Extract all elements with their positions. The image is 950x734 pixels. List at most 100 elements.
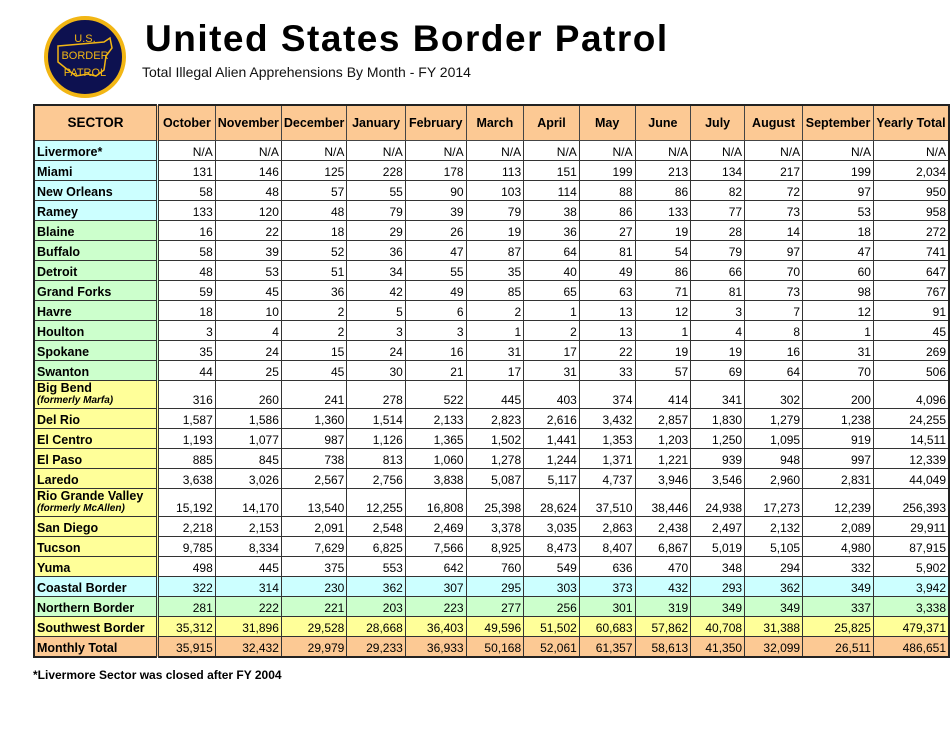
table-row: El Centro 1,193 1,077 987 1,126 1,365 1,502 1,4… xyxy=(33,428,950,449)
value-cell: 332 xyxy=(802,556,874,577)
value-cell: 256 xyxy=(523,596,580,617)
table-row: Big Bend (formerly Marfa) 316 260 241 278 522 4… xyxy=(33,380,950,409)
table-header-row: SECTOR October November December January Febr… xyxy=(33,104,950,141)
value-cell: 939 xyxy=(690,448,746,469)
value-cell: 64 xyxy=(744,360,804,381)
value-cell: 295 xyxy=(465,576,525,597)
value-cell: 31 xyxy=(523,360,580,381)
sector-name: Del Rio xyxy=(33,408,160,429)
sector-name: Monthly Total xyxy=(33,636,160,658)
value-cell: N/A xyxy=(634,140,692,161)
value-cell: 70 xyxy=(744,260,804,281)
border-patrol-logo: U.S. BORDER PATROL xyxy=(44,16,126,98)
value-cell: 498 xyxy=(157,556,216,577)
value-cell: 1 xyxy=(523,300,580,321)
sector-label: Yuma xyxy=(37,561,71,575)
svg-text:BORDER: BORDER xyxy=(61,50,108,62)
value-cell: 85 xyxy=(465,280,525,301)
value-cell: 294 xyxy=(744,556,804,577)
value-cell: 1,126 xyxy=(346,428,406,449)
value-cell: 65 xyxy=(523,280,580,301)
sector-label: Monthly Total xyxy=(37,641,118,655)
value-cell: 4 xyxy=(690,320,746,341)
value-cell: 3,942 xyxy=(872,576,950,597)
value-cell: 18 xyxy=(802,220,874,241)
column-header: Yearly Total xyxy=(872,104,950,141)
value-cell: 72 xyxy=(744,180,804,201)
value-cell: 91 xyxy=(872,300,950,321)
value-cell: 39 xyxy=(214,240,282,261)
value-cell: 29,911 xyxy=(872,516,950,537)
value-cell: 3 xyxy=(157,320,216,341)
table-row: Blaine 16 22 18 29 26 19 36 27 19 28 14 18 272 xyxy=(33,220,950,241)
table-row: Livermore* N/A N/A N/A N/A N/A N/A N/A N/A N/A N/A… xyxy=(33,140,950,161)
value-cell: 28 xyxy=(690,220,746,241)
value-cell: 79 xyxy=(346,200,406,221)
value-cell: 1,278 xyxy=(465,448,525,469)
value-cell: N/A xyxy=(872,140,950,161)
value-cell: N/A xyxy=(280,140,348,161)
value-cell: 13,540 xyxy=(280,488,348,517)
value-cell: 997 xyxy=(802,448,874,469)
value-cell: 120 xyxy=(214,200,282,221)
value-cell: 1,360 xyxy=(280,408,348,429)
value-cell: 35,915 xyxy=(157,636,216,658)
value-cell: 52,061 xyxy=(523,636,580,658)
value-cell: 642 xyxy=(404,556,467,577)
sector-label: Detroit xyxy=(37,265,78,279)
value-cell: 13 xyxy=(578,320,636,341)
value-cell: 228 xyxy=(346,160,406,181)
value-cell: 49,596 xyxy=(465,616,525,637)
value-cell: 36 xyxy=(346,240,406,261)
value-cell: 14 xyxy=(744,220,804,241)
sector-label: Miami xyxy=(37,165,73,179)
value-cell: 40 xyxy=(523,260,580,281)
value-cell: 8,925 xyxy=(465,536,525,557)
sector-name: Coastal Border xyxy=(33,576,160,597)
sector-name: Yuma xyxy=(33,556,160,577)
value-cell: 767 xyxy=(872,280,950,301)
column-header: January xyxy=(346,104,406,141)
sector-name: Rio Grande Valley (formerly McAllen) xyxy=(33,488,160,517)
value-cell: 48 xyxy=(280,200,348,221)
value-cell: 470 xyxy=(634,556,692,577)
value-cell: 213 xyxy=(634,160,692,181)
value-cell: 221 xyxy=(280,596,348,617)
value-cell: 4,737 xyxy=(578,468,636,489)
value-cell: 32,099 xyxy=(744,636,804,658)
value-cell: 8 xyxy=(744,320,804,341)
sector-name: Northern Border xyxy=(33,596,160,617)
value-cell: 2,497 xyxy=(690,516,746,537)
value-cell: 845 xyxy=(214,448,282,469)
value-cell: 42 xyxy=(346,280,406,301)
value-cell: 33 xyxy=(578,360,636,381)
column-header: March xyxy=(465,104,525,141)
value-cell: N/A xyxy=(690,140,746,161)
value-cell: 35 xyxy=(465,260,525,281)
value-cell: N/A xyxy=(523,140,580,161)
sector-name: Detroit xyxy=(33,260,160,281)
value-cell: 12,239 xyxy=(802,488,874,517)
value-cell: 133 xyxy=(157,200,216,221)
value-cell: 1,587 xyxy=(157,408,216,429)
value-cell: 4,980 xyxy=(802,536,874,557)
value-cell: 636 xyxy=(578,556,636,577)
value-cell: 2,133 xyxy=(404,408,467,429)
value-cell: N/A xyxy=(744,140,804,161)
value-cell: 87 xyxy=(465,240,525,261)
sector-name: Laredo xyxy=(33,468,160,489)
value-cell: 47 xyxy=(802,240,874,261)
value-cell: 7 xyxy=(744,300,804,321)
value-cell: 17,273 xyxy=(744,488,804,517)
value-cell: 3 xyxy=(690,300,746,321)
sector-name: Spokane xyxy=(33,340,160,361)
sector-former-name: (formerly Marfa) xyxy=(37,395,114,406)
value-cell: 97 xyxy=(744,240,804,261)
value-cell: 741 xyxy=(872,240,950,261)
value-cell: 9,785 xyxy=(157,536,216,557)
value-cell: 45 xyxy=(280,360,348,381)
value-cell: 200 xyxy=(802,380,874,409)
column-header: SECTOR xyxy=(33,104,160,141)
value-cell: 2,089 xyxy=(802,516,874,537)
value-cell: 5,105 xyxy=(744,536,804,557)
